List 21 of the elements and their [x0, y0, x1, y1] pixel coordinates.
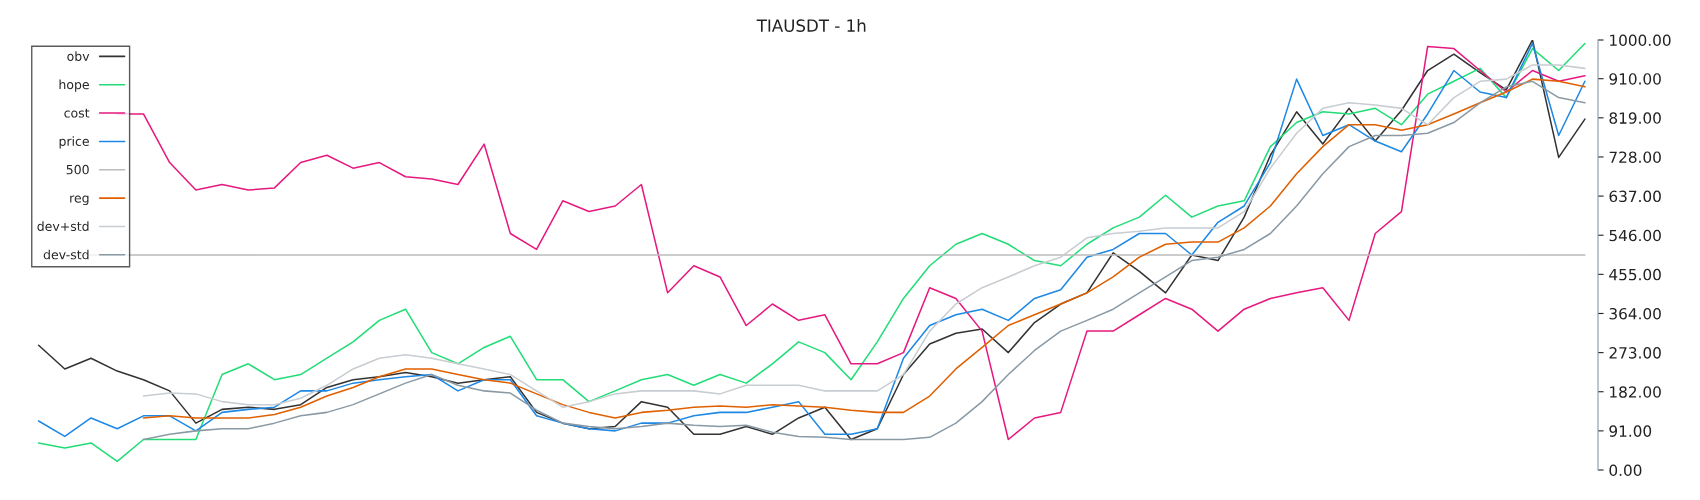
y-tick-label: 637.00 [1609, 190, 1661, 203]
y-tick-label: 1000.00 [1610, 34, 1671, 47]
y-tick-label: 182.00 [1610, 386, 1661, 398]
y-tick-label: 910.00 [1609, 73, 1661, 85]
legend-label: obv [67, 51, 90, 61]
y-tick-label: 273.00 [1609, 347, 1661, 359]
legend-label: dev+std [37, 221, 89, 232]
y-tick-label: 819.00 [1609, 112, 1661, 124]
legend-label: hope [59, 79, 89, 92]
legend-label: price [59, 136, 89, 149]
y-tick-label: 546.00 [1609, 229, 1661, 242]
y-tick-label: 728.00 [1609, 151, 1661, 163]
legend-label: cost [64, 108, 90, 118]
y-tick-label: 91.00 [1609, 425, 1652, 437]
legend-label: 500 [66, 164, 89, 175]
legend-label: reg [70, 195, 89, 206]
legend-label: dev-std [43, 249, 89, 260]
y-tick-label: 364.00 [1609, 307, 1661, 320]
chart-title: TIAUSDT - 1h [756, 19, 866, 32]
y-tick-label: 0.00 [1609, 464, 1642, 477]
y-tick-label: 455.00 [1609, 268, 1661, 281]
